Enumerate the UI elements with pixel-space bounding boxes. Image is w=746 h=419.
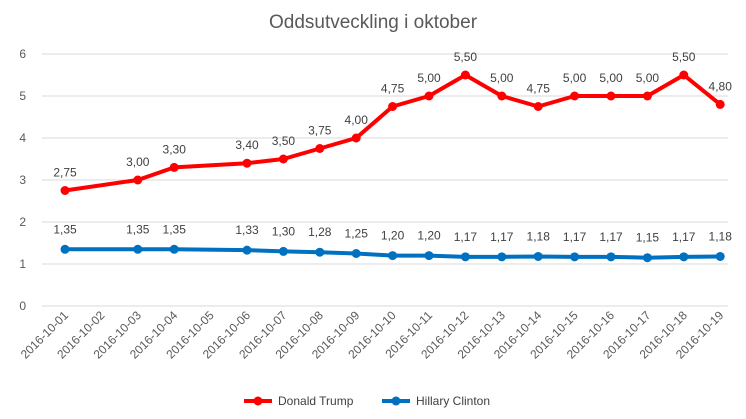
- y-tick-label: 1: [19, 257, 26, 271]
- data-label: 4,00: [345, 113, 369, 127]
- y-tick-label: 0: [19, 299, 26, 313]
- legend-item-hillary-clinton: Hillary Clinton: [382, 394, 490, 408]
- y-tick-label: 4: [19, 131, 26, 145]
- data-point: [278, 154, 288, 164]
- data-label: 1,35: [163, 222, 187, 236]
- data-point: [606, 91, 616, 101]
- x-axis-ticks: 2016-10-012016-10-022016-10-032016-10-04…: [18, 308, 727, 362]
- data-point: [715, 99, 725, 109]
- data-point: [60, 244, 70, 254]
- data-point: [278, 246, 288, 256]
- data-point: [388, 251, 398, 261]
- data-point: [315, 247, 325, 257]
- data-label: 2,75: [53, 166, 77, 180]
- data-point: [60, 186, 70, 195]
- data-point: [169, 162, 179, 172]
- legend-marker: [391, 396, 401, 406]
- data-point: [642, 91, 652, 101]
- data-label: 5,00: [417, 71, 441, 85]
- data-label: 5,50: [672, 50, 696, 64]
- data-point: [533, 251, 543, 261]
- data-point: [570, 91, 580, 101]
- data-label: 4,80: [709, 79, 733, 93]
- data-label: 1,28: [308, 225, 332, 239]
- data-point: [133, 244, 143, 254]
- data-label: 1,17: [490, 230, 514, 244]
- data-label: 1,35: [126, 222, 150, 236]
- data-point: [533, 102, 543, 111]
- data-point: [497, 252, 507, 262]
- y-tick-label: 3: [19, 173, 26, 187]
- y-tick-label: 2: [19, 215, 26, 229]
- data-point: [388, 102, 398, 111]
- series-hillary-clinton: 1,35 1,35 1,35 1,33 1,30 1,28 1,25 1,20 1,20 1,17…: [53, 222, 733, 263]
- series-donald-trump: 2,75 3,00 3,30 3,40 3,50 3,75 4,00 4,75 5,00 5,50…: [53, 50, 732, 195]
- data-label: 1,15: [636, 231, 660, 245]
- data-point: [642, 253, 652, 263]
- data-label: 1,30: [272, 224, 296, 238]
- data-label: 1,33: [235, 223, 259, 237]
- chart-title: Oddsutveckling i oktober: [269, 12, 478, 33]
- data-point: [133, 175, 143, 185]
- gridlines: [42, 53, 728, 307]
- legend-marker: [253, 396, 263, 406]
- legend: Donald Trump Hillary Clinton: [244, 394, 490, 408]
- data-point: [424, 91, 434, 101]
- data-point: [351, 133, 361, 143]
- legend-label: Hillary Clinton: [416, 394, 490, 408]
- data-label: 4,75: [527, 82, 551, 96]
- data-point: [570, 252, 580, 262]
- data-label: 1,25: [345, 227, 369, 241]
- data-point: [679, 252, 689, 262]
- data-point: [606, 252, 616, 262]
- y-axis-ticks: 0 1 2 3 4 5 6: [19, 47, 26, 313]
- data-label: 5,00: [490, 71, 514, 85]
- data-label: 1,17: [672, 230, 696, 244]
- data-label: 3,75: [308, 124, 332, 138]
- data-label: 1,17: [454, 230, 478, 244]
- legend-item-donald-trump: Donald Trump: [244, 394, 354, 408]
- data-label: 1,20: [381, 229, 405, 243]
- data-point: [169, 244, 179, 254]
- data-point: [679, 70, 689, 80]
- y-tick-label: 5: [19, 89, 26, 103]
- data-label: 5,00: [563, 71, 587, 85]
- data-point: [460, 70, 470, 80]
- data-label: 4,75: [381, 82, 405, 96]
- data-label: 1,17: [599, 230, 623, 244]
- data-point: [715, 251, 725, 261]
- data-label: 1,17: [563, 230, 587, 244]
- series-group: 2,75 3,00 3,30 3,40 3,50 3,75 4,00 4,75 5,00 5,50…: [53, 50, 733, 263]
- data-label: 1,20: [417, 229, 441, 243]
- data-point: [242, 245, 252, 255]
- data-label: 5,00: [636, 71, 660, 85]
- data-label: 5,50: [454, 50, 478, 64]
- data-label: 5,00: [599, 71, 623, 85]
- data-point: [424, 251, 434, 261]
- data-label: 1,18: [527, 229, 551, 243]
- data-label: 3,40: [235, 138, 259, 152]
- data-label: 3,50: [272, 134, 296, 148]
- data-point: [351, 249, 361, 258]
- data-label: 1,35: [53, 222, 77, 236]
- data-point: [242, 158, 252, 168]
- data-label: 1,18: [709, 229, 733, 243]
- data-label: 3,00: [126, 155, 150, 169]
- legend-label: Donald Trump: [278, 394, 354, 408]
- data-point: [497, 91, 507, 101]
- data-point: [315, 144, 325, 153]
- y-tick-label: 6: [19, 47, 26, 61]
- data-label: 3,30: [163, 142, 187, 156]
- data-point: [460, 252, 470, 262]
